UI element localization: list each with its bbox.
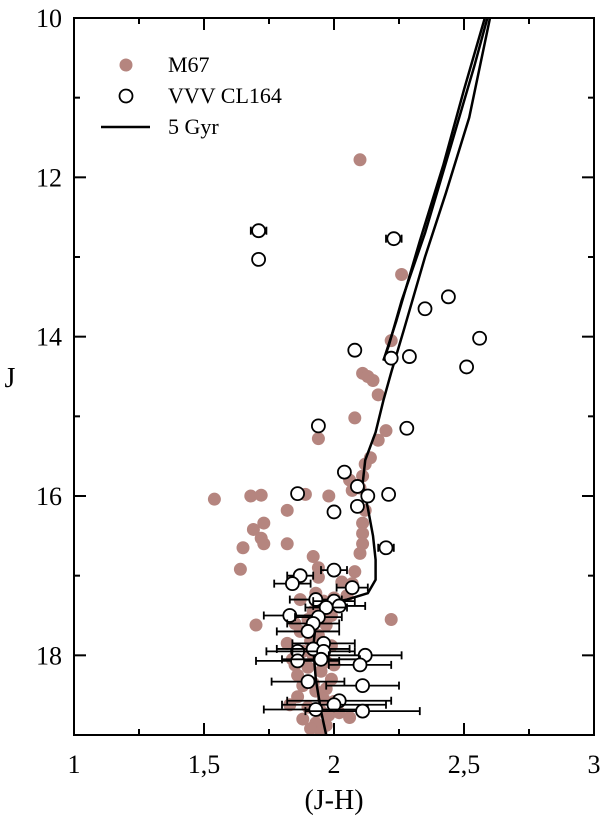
cl164-point [459, 359, 475, 375]
m67-point [366, 373, 380, 387]
cl164-point [282, 608, 298, 623]
legend-m67-label: M67 [168, 52, 210, 77]
m67-point [304, 722, 318, 735]
m67-point [246, 522, 260, 536]
cl164-point [290, 486, 306, 502]
cl164-point [313, 651, 329, 667]
plot-frame [73, 17, 595, 736]
cl164-point [355, 678, 371, 694]
m67-point [395, 268, 409, 282]
legend-m67-marker [119, 58, 133, 72]
cl164-point [300, 624, 316, 639]
cl164-point [383, 350, 399, 366]
legend-isochrone-label: 5 Gyr [168, 114, 219, 139]
cl164-point [326, 504, 342, 520]
cl164-point [472, 330, 488, 346]
x-tick-label: 1,5 [188, 750, 221, 779]
m67-point [280, 503, 294, 517]
cl164-point [349, 498, 365, 514]
m67-point [343, 710, 357, 724]
m67-point [371, 388, 385, 402]
axes: 1 1,5 2 2,5 3 10 12 14 16 18 [36, 4, 600, 779]
cl164-point [300, 674, 316, 690]
cl164-point [347, 342, 363, 358]
cl164-point [355, 703, 371, 719]
m67-point [280, 537, 294, 551]
cl164-point [344, 580, 360, 596]
m67-point [353, 153, 367, 167]
cl164-point [310, 418, 326, 434]
m67-point [311, 432, 325, 446]
cl164-point [378, 540, 394, 556]
legend: M67 VVV CL164 5 Gyr [101, 52, 282, 139]
cl164-point [284, 576, 300, 592]
m67-point [301, 660, 315, 674]
isochrone-series [311, 18, 492, 735]
cl164-point [251, 251, 267, 267]
x-axis-label: (J-H) [304, 785, 363, 816]
y-axis-label: J [5, 363, 16, 394]
m67-point [257, 516, 271, 530]
m67-point [254, 488, 268, 502]
cl164-point [290, 653, 306, 669]
m67-point [254, 531, 268, 545]
m67-point [348, 411, 362, 425]
cl164-point [349, 479, 365, 494]
cl164-point [336, 464, 352, 480]
cl164-point [352, 657, 368, 673]
isochrone-line [311, 18, 492, 735]
x-tick-label: 2,5 [448, 750, 481, 779]
m67-point [236, 541, 250, 555]
m67-point [356, 526, 370, 540]
m67-point [353, 546, 367, 560]
m67-point [207, 492, 221, 506]
cl164-point [360, 488, 376, 504]
x-tick-label: 1 [68, 750, 81, 779]
cl164-point [399, 420, 415, 436]
x-tick-label: 2 [328, 750, 341, 779]
y-tick-label: 12 [36, 163, 62, 192]
cl164-point [386, 231, 402, 247]
legend-cl164-label: VVV CL164 [168, 83, 282, 108]
legend-cl164-marker [118, 88, 134, 104]
m67-point [384, 612, 398, 626]
cl164-point [331, 598, 347, 614]
m67-point [348, 565, 362, 579]
m67-point [291, 668, 305, 682]
y-tick-label: 14 [36, 323, 62, 352]
cl164-point [308, 702, 324, 717]
m67-point [296, 712, 310, 726]
m67-point [356, 516, 370, 530]
cl164-point [440, 289, 456, 305]
cl164-point [251, 223, 267, 239]
y-tick-label: 10 [36, 4, 62, 33]
m67-point [249, 618, 263, 632]
m67-point [280, 636, 294, 650]
m67-point [244, 489, 258, 503]
y-tick-label: 18 [36, 641, 62, 670]
cl164-point [381, 487, 397, 502]
isochrone-line [382, 18, 487, 361]
cl164-point [417, 301, 433, 317]
cl164-point [401, 349, 417, 364]
y-tick-label: 16 [36, 482, 62, 511]
cl164-series [249, 223, 488, 719]
m67-point [306, 550, 320, 564]
m67-point [335, 575, 349, 589]
m67-point [233, 562, 247, 576]
cl164-point [326, 562, 342, 578]
m67-point [322, 489, 336, 503]
m67-point [379, 424, 393, 438]
x-tick-label: 3 [588, 750, 600, 779]
cl164-point [318, 600, 334, 615]
m67-point [314, 664, 328, 678]
